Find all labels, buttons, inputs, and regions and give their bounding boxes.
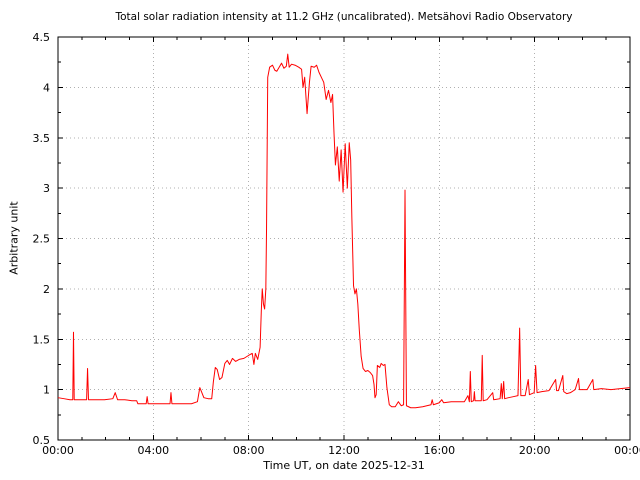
y-tick-label: 3 — [43, 182, 50, 195]
y-tick-label: 2 — [43, 283, 50, 296]
x-tick-label: 12:00 — [328, 444, 360, 457]
x-tick-label: 00:00 — [614, 444, 640, 457]
x-tick-label: 16:00 — [423, 444, 455, 457]
y-tick-label: 2.5 — [33, 233, 51, 246]
plot-border — [57, 36, 631, 441]
x-axis-label: Time UT, on date 2025-12-31 — [263, 459, 425, 472]
y-tick-label: 1.5 — [33, 333, 51, 346]
y-tick-label: 4.5 — [33, 31, 51, 44]
y-tick-label: 1 — [43, 384, 50, 397]
x-tick-label: 08:00 — [233, 444, 265, 457]
chart-title: Total solar radiation intensity at 11.2 … — [115, 11, 573, 23]
y-tick-label: 3.5 — [33, 132, 51, 145]
radiation-trace — [57, 53, 631, 409]
x-tick-label: 20:00 — [519, 444, 551, 457]
x-tick-label: 00:00 — [42, 444, 74, 457]
y-tick-label: 4 — [43, 81, 50, 94]
x-tick-label: 04:00 — [137, 444, 169, 457]
y-tick-label: 0.5 — [33, 434, 51, 447]
